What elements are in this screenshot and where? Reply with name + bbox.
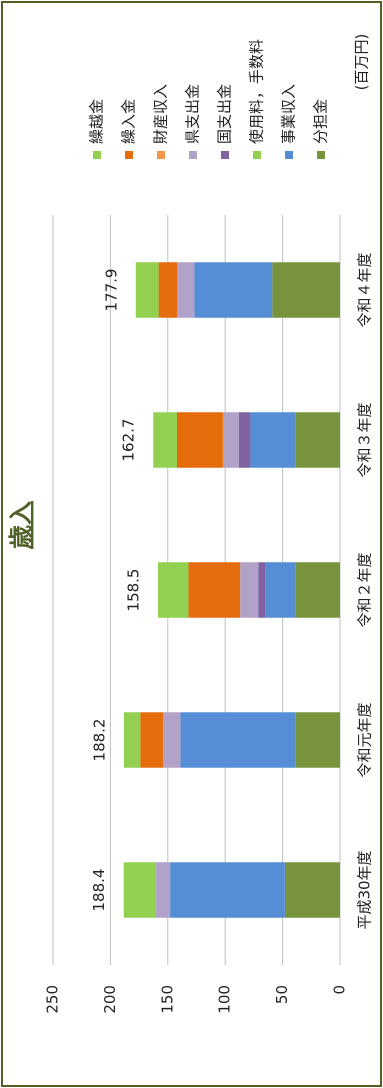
- y-tick-label: 50: [273, 985, 291, 1004]
- bar-segment: [295, 412, 340, 468]
- bar-segment: [240, 562, 259, 618]
- x-tick-label: 令和元年度: [356, 702, 374, 777]
- bar-segment: [258, 562, 266, 618]
- x-tick-label: 令和４年度: [356, 252, 374, 327]
- y-tick-label: 250: [44, 985, 62, 1014]
- bar-segment: [135, 262, 159, 318]
- legend-label: 県支出金: [184, 84, 202, 144]
- y-tick-label: 150: [158, 985, 176, 1014]
- y-tick-label: 200: [101, 985, 119, 1014]
- legend-label: 国支出金: [216, 84, 234, 144]
- y-tick-label: 0: [331, 985, 349, 995]
- bar-segment: [284, 862, 340, 918]
- legend-label: 繰入金: [120, 99, 138, 144]
- bar-segment: [140, 712, 164, 768]
- total-label: 177.9: [102, 269, 120, 312]
- legend-swatch: [253, 151, 261, 159]
- bar-segment: [222, 412, 239, 468]
- bar-segment: [176, 412, 223, 468]
- bar-segment: [176, 262, 195, 318]
- legend-label: 事業収入: [280, 84, 298, 144]
- bar-segment: [272, 262, 340, 318]
- unit-label: (百万円): [353, 34, 371, 91]
- bar-segment: [153, 412, 177, 468]
- legend-swatch: [189, 151, 197, 159]
- bar-segment: [158, 562, 189, 618]
- legend-swatch: [317, 151, 325, 159]
- bar-segment: [170, 862, 285, 918]
- legend-swatch: [157, 151, 165, 159]
- bar-segment: [158, 262, 177, 318]
- bar-segment: [123, 712, 141, 768]
- total-label: 162.7: [120, 419, 138, 462]
- total-label: 158.5: [125, 569, 143, 612]
- legend-swatch: [125, 151, 133, 159]
- bar-segment: [123, 862, 156, 918]
- bar-segment: [163, 712, 181, 768]
- x-tick-label: 令和２年度: [356, 552, 374, 627]
- legend-swatch: [93, 151, 101, 159]
- bar-segment: [250, 412, 296, 468]
- bar-segment: [265, 562, 296, 618]
- bar-segment: [188, 562, 241, 618]
- bar-segment: [180, 712, 296, 768]
- y-tick-label: 100: [216, 985, 234, 1014]
- bar-segment: [295, 562, 340, 618]
- legend-label: 繰越金: [88, 99, 106, 144]
- legend-swatch: [285, 151, 293, 159]
- total-label: 188.2: [90, 719, 108, 762]
- chart-title: 歳入: [7, 501, 35, 549]
- legend-label: 分担金: [312, 99, 330, 144]
- legend-label: 財産収入: [152, 84, 170, 144]
- bar-segment: [295, 712, 340, 768]
- bar-segment: [155, 862, 171, 918]
- total-label: 188.4: [90, 869, 108, 912]
- bar-segment: [238, 412, 251, 468]
- x-tick-label: 令和３年度: [356, 402, 374, 477]
- legend-swatch: [221, 151, 229, 159]
- legend-label: 使用料，手数料: [248, 39, 266, 144]
- x-tick-label: 平成30年度: [356, 850, 374, 929]
- bar-segment: [194, 262, 273, 318]
